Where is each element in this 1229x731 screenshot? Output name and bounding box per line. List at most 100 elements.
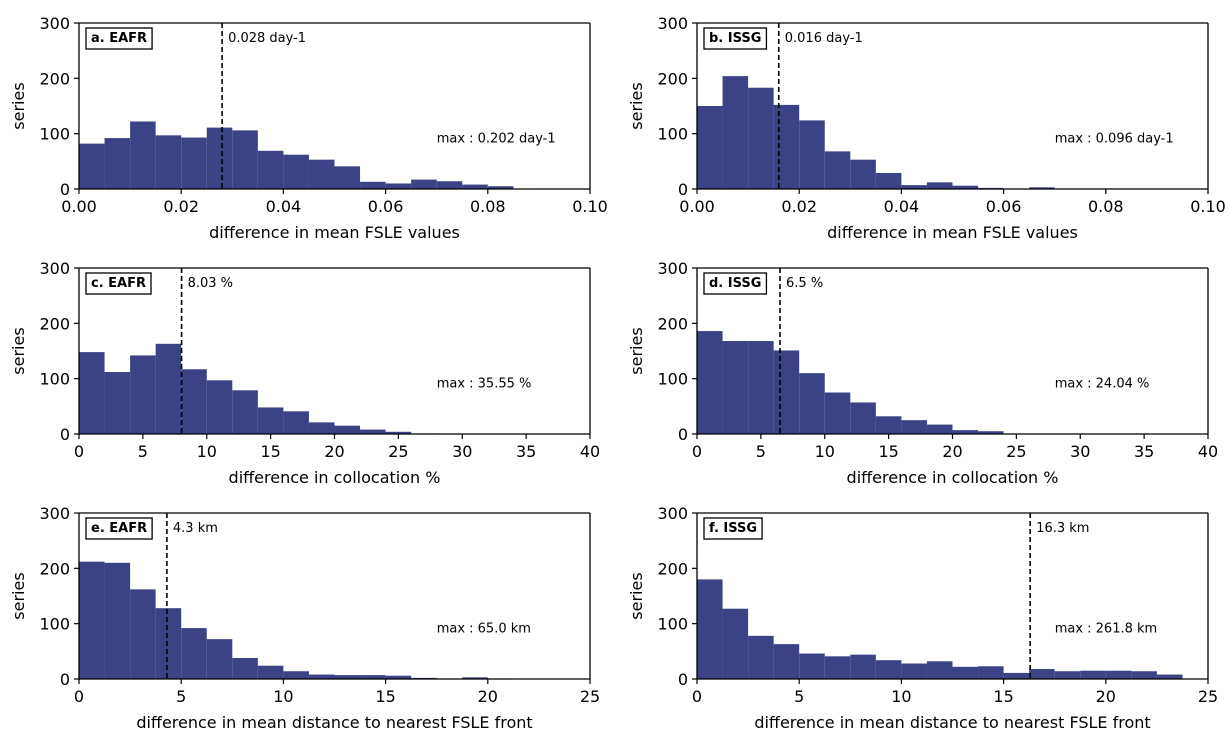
histogram-bar — [130, 121, 156, 189]
x-tick-label: 0 — [74, 442, 84, 461]
panel-label-box — [703, 272, 768, 295]
x-tick-label: 0.06 — [986, 197, 1022, 216]
histogram-bar — [1029, 187, 1055, 189]
y-tick-label: 100 — [657, 615, 688, 634]
histogram-bar — [1131, 671, 1157, 679]
histogram-bar — [978, 666, 1004, 679]
x-tick-label: 40 — [1198, 442, 1218, 461]
histogram-bar — [1003, 672, 1030, 679]
histogram-bar — [773, 350, 800, 434]
x-tick-label: 35 — [1134, 442, 1154, 461]
max-label: max : 24.04 % — [1055, 377, 1150, 392]
histogram-bar — [308, 674, 335, 679]
histogram-bar — [926, 661, 953, 679]
x-axis-label: difference in collocation % — [229, 468, 441, 487]
x-tick-label: 0.04 — [884, 197, 920, 216]
panel-label-box — [85, 272, 152, 295]
histogram-bar — [850, 159, 876, 189]
median-label: 6.5 % — [786, 276, 823, 291]
histogram-bar — [232, 657, 258, 679]
x-tick-label: 0.10 — [572, 197, 608, 216]
histogram-bar — [462, 677, 488, 679]
histogram-bar — [130, 355, 156, 434]
histogram-bar — [79, 352, 105, 434]
histogram-bar — [181, 369, 207, 434]
x-tick-label: 15 — [260, 442, 280, 461]
x-tick-label: 0.02 — [163, 197, 199, 216]
histogram-bar — [748, 341, 774, 434]
x-tick-label: 30 — [1070, 442, 1090, 461]
histogram-bar — [952, 666, 979, 679]
histogram-bar — [926, 424, 953, 434]
histogram-bar — [360, 675, 386, 679]
panel-4: 6.5 % max : 24.04 % d. ISSG 0 100 200 300 0 5 10 1… — [627, 259, 1218, 487]
panel-6: 16.3 km max : 261.8 km f. ISSG 0 100 200 300 0 5… — [627, 504, 1218, 731]
histogram-bar — [901, 185, 927, 189]
y-tick-label: 0 — [678, 670, 688, 689]
histogram-bar — [283, 671, 309, 679]
panel-2: 0.016 day-1 max : 0.096 day-1 b. ISSG 0 100 2… — [627, 14, 1226, 242]
x-tick-label: 40 — [580, 442, 600, 461]
max-label: max : 0.202 day-1 — [437, 132, 556, 147]
histogram-bar — [308, 422, 335, 434]
histogram-bar — [436, 181, 463, 189]
x-tick-label: 0.02 — [781, 197, 817, 216]
max-label: max : 65.0 km — [437, 622, 531, 637]
y-tick-label: 200 — [657, 314, 688, 333]
histogram-bar — [79, 143, 105, 189]
panel-1: 0.028 day-1 max : 0.202 day-1 a. EAFR 0 100 2… — [9, 14, 608, 242]
histogram-bar — [257, 665, 284, 679]
histogram-bar — [748, 87, 774, 189]
x-tick-label: 10 — [891, 687, 911, 706]
y-tick-label: 100 — [39, 370, 70, 389]
median-label: 0.028 day-1 — [228, 31, 306, 46]
histogram-bar — [462, 184, 488, 189]
histogram-bar — [257, 150, 284, 189]
y-tick-label: 200 — [657, 559, 688, 578]
x-tick-label: 5 — [138, 442, 148, 461]
x-tick-label: 25 — [580, 687, 600, 706]
histogram-bar — [697, 331, 723, 434]
median-label: 4.3 km — [173, 521, 218, 536]
y-tick-label: 0 — [60, 180, 70, 199]
panel-label: f. ISSG — [709, 521, 757, 536]
y-axis-label: series — [9, 82, 28, 129]
x-tick-label: 20 — [324, 442, 344, 461]
histogram-bar — [850, 654, 876, 679]
x-tick-label: 5 — [756, 442, 766, 461]
x-tick-label: 0 — [74, 687, 84, 706]
x-tick-label: 15 — [993, 687, 1013, 706]
x-tick-label: 0 — [692, 687, 702, 706]
histogram-bar — [334, 425, 361, 434]
histogram-bar — [799, 653, 825, 679]
histogram-bar — [283, 154, 309, 189]
x-tick-label: 5 — [176, 687, 186, 706]
y-axis-label: series — [627, 572, 646, 619]
histogram-bar — [875, 416, 902, 434]
y-axis-label: series — [627, 82, 646, 129]
histogram-bar — [1054, 671, 1081, 679]
x-tick-label: 0.08 — [470, 197, 506, 216]
histogram-bar — [901, 663, 927, 679]
x-tick-label: 15 — [878, 442, 898, 461]
histogram-bar — [385, 675, 412, 679]
y-tick-label: 300 — [39, 14, 70, 33]
y-tick-label: 0 — [60, 670, 70, 689]
panel-label-box — [85, 27, 153, 50]
panel-label-box — [703, 27, 768, 50]
y-tick-label: 200 — [39, 314, 70, 333]
y-tick-label: 100 — [657, 125, 688, 144]
histogram-bar — [360, 181, 386, 189]
histogram-bar — [334, 166, 361, 189]
histogram-bar — [308, 159, 335, 189]
histogram-bar — [952, 430, 979, 434]
y-tick-label: 300 — [39, 504, 70, 523]
histogram-bar — [155, 135, 182, 189]
histogram-bar — [824, 392, 851, 434]
y-tick-label: 300 — [657, 259, 688, 278]
x-axis-label: difference in collocation % — [847, 468, 1059, 487]
x-axis-label: difference in mean distance to nearest F… — [754, 713, 1150, 731]
histogram-bar — [926, 182, 953, 189]
panel-label-box — [703, 517, 763, 540]
histogram-bar — [181, 137, 207, 189]
